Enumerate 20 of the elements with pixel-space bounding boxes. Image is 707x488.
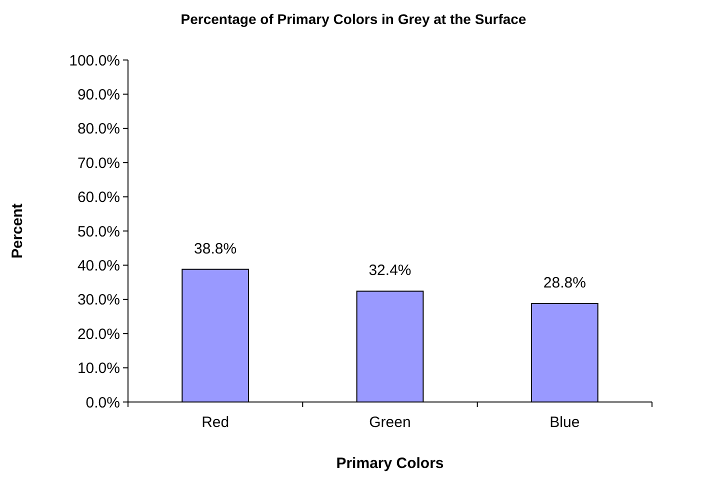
- y-tick-label: 90.0%: [77, 86, 120, 104]
- y-tick-label: 60.0%: [77, 189, 120, 206]
- y-tick-label: 70.0%: [77, 154, 120, 172]
- chart-title: Percentage of Primary Colors in Grey at the Surface: [180, 11, 526, 27]
- x-tick-label: Red: [202, 414, 230, 431]
- y-tick-label: 50.0%: [77, 223, 120, 240]
- y-tick-label: 0.0%: [86, 394, 120, 412]
- data-label: 28.8%: [543, 274, 586, 292]
- x-tick-label: Blue: [550, 414, 580, 431]
- x-axis-title: Primary Colors: [336, 455, 444, 472]
- y-tick-label: 80.0%: [77, 120, 120, 138]
- data-label: 38.8%: [194, 240, 237, 258]
- y-tick-label: 100.0%: [69, 52, 120, 70]
- y-tick-label: 20.0%: [77, 326, 120, 343]
- y-tick-label: 30.0%: [77, 292, 120, 309]
- y-tick-label: 40.0%: [77, 257, 120, 274]
- y-axis-title: Percent: [9, 203, 26, 259]
- y-tick-label: 10.0%: [77, 360, 120, 378]
- x-tick-label: Green: [369, 414, 411, 431]
- data-label: 32.4%: [368, 262, 412, 280]
